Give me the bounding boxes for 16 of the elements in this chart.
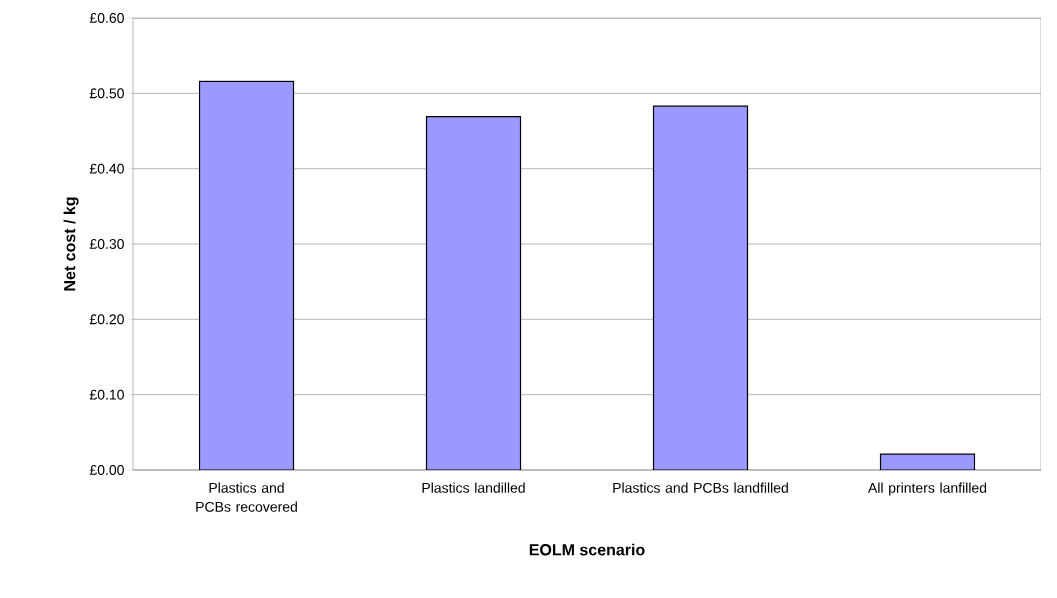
y-tick-label: £0.00 [89, 465, 124, 475]
bar [198, 80, 295, 470]
x-tick-label: Plastics and PCBs recovered [196, 482, 297, 512]
y-tick-label: £0.60 [89, 13, 124, 23]
x-tick-label: All printers lanfilled [868, 482, 987, 496]
y-tick-label: £0.30 [89, 239, 124, 249]
y-axis-title: Net cost / kg [63, 197, 79, 291]
bar [652, 105, 749, 470]
y-tick-label: £0.20 [89, 314, 124, 325]
y-tick-label: £0.40 [89, 163, 124, 174]
y-tick-label: £0.50 [89, 88, 124, 99]
y-tick-label: £0.10 [89, 389, 124, 400]
bar [425, 116, 522, 470]
x-tick-label: Plastics landilled [422, 482, 525, 493]
x-axis-title: EOLM scenario [529, 543, 645, 556]
x-tick-label: Plastics and PCBs landfilled [613, 482, 788, 493]
